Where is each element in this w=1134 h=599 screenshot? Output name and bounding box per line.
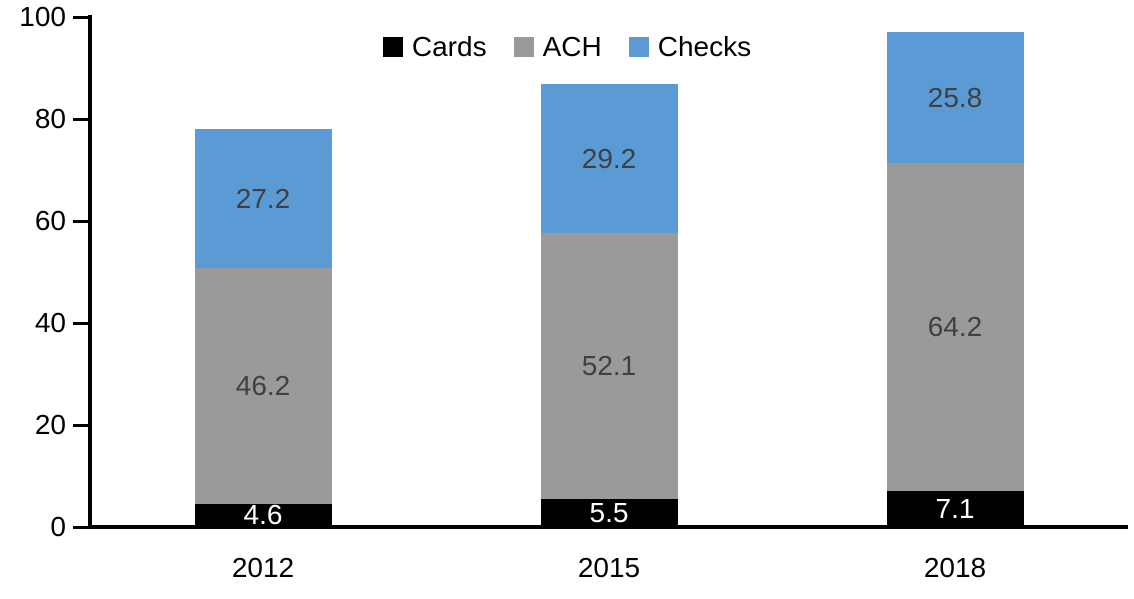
y-tick-mark: [73, 525, 88, 529]
bar-segment-ach-2012: 46.2: [194, 267, 332, 504]
x-axis-line: [88, 525, 1128, 529]
legend-label: Cards: [411, 31, 487, 62]
bar-stack-2012: 27.2 46.2 4.6: [194, 129, 332, 531]
bar-value-label: 46.2: [235, 369, 291, 401]
bar-segment-ach-2018: 64.2: [886, 163, 1024, 491]
chart-legend: Cards ACH Checks: [0, 31, 1134, 63]
legend-swatch-icon: [513, 37, 534, 57]
y-tick-label: 80: [34, 103, 66, 134]
y-tick-label: 40: [34, 307, 66, 338]
legend-item-cards: Cards: [382, 31, 487, 63]
bar-segment-ach-2015: 52.1: [540, 233, 678, 499]
x-tick-label-2015: 2015: [577, 552, 641, 583]
y-tick-mark: [73, 117, 88, 121]
bar-value-label: 27.2: [235, 182, 291, 214]
legend-item-checks: Checks: [628, 31, 752, 63]
legend-item-ach: ACH: [513, 31, 602, 63]
y-tick-label: 20: [34, 409, 66, 440]
legend-swatch-icon: [628, 37, 649, 57]
y-tick-mark: [73, 219, 88, 223]
y-tick-label: 60: [34, 205, 66, 236]
bar-value-label: 25.8: [927, 81, 983, 113]
bar-segment-cards-2012: 4.6: [194, 499, 332, 531]
y-tick-label: 100: [19, 1, 66, 32]
bar-segment-checks-2018: 25.8: [886, 31, 1024, 164]
bar-value-label: 52.1: [581, 350, 637, 382]
bar-segment-checks-2015: 29.2: [540, 84, 678, 234]
legend-swatch-icon: [382, 37, 403, 57]
bar-value-label: 7.1: [935, 492, 975, 524]
y-tick-mark: [73, 321, 88, 325]
y-tick-label: 0: [50, 511, 66, 542]
bar-value-label: 5.5: [589, 496, 629, 528]
y-tick-mark: [73, 15, 88, 19]
y-axis-line: [88, 15, 92, 529]
bar-segment-cards-2015: 5.5: [540, 496, 678, 528]
legend-label: Checks: [657, 31, 752, 62]
bar-value-label: 64.2: [927, 311, 983, 343]
legend-label: ACH: [542, 31, 602, 62]
y-tick-mark: [73, 423, 88, 427]
bar-value-label: 4.6: [243, 499, 283, 531]
x-tick-label-2012: 2012: [231, 552, 295, 583]
x-tick-label-2018: 2018: [923, 552, 987, 583]
bar-stack-2018: 25.8 64.2 7.1: [886, 31, 1024, 527]
bar-stack-2015: 29.2 52.1 5.5: [540, 84, 678, 528]
bar-segment-cards-2018: 7.1: [886, 490, 1024, 527]
bar-segment-checks-2012: 27.2: [194, 129, 332, 268]
bar-value-label: 29.2: [581, 142, 637, 174]
